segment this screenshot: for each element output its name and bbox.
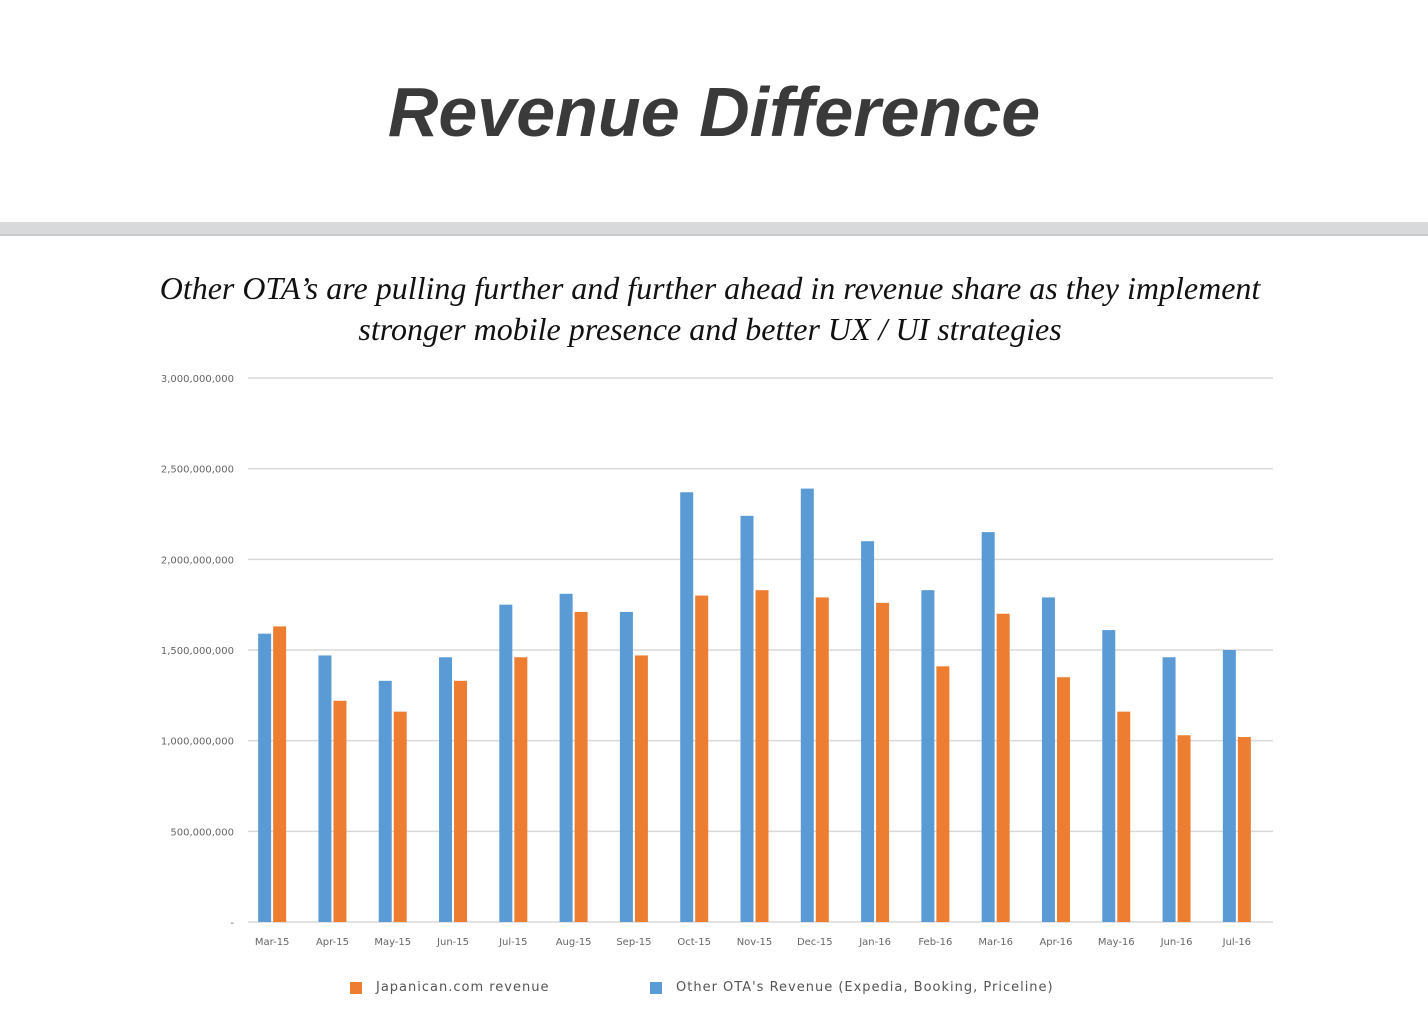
bar-other-ota — [258, 633, 272, 922]
bar-other-ota — [740, 515, 754, 922]
y-tick-label: 3,000,000,000 — [161, 374, 234, 385]
x-tick-label: Aug-15 — [556, 937, 592, 948]
y-tick-label: 1,000,000,000 — [161, 737, 234, 748]
bar-japanican — [1117, 711, 1131, 922]
bar-japanican — [695, 595, 709, 922]
bar-japanican — [333, 700, 347, 922]
bar-japanican — [454, 680, 468, 922]
bar-other-ota — [559, 593, 573, 922]
y-tick-label: 2,000,000,000 — [161, 555, 234, 566]
bar-other-ota — [1162, 657, 1176, 922]
x-tick-label: Jan-16 — [858, 937, 891, 948]
bar-other-ota — [439, 657, 453, 922]
x-axis-ticks: Mar-15 Apr-15 May-15 Jun-15 Jul-15 Aug-15 Sep-… — [255, 937, 1251, 948]
bar-other-ota — [800, 488, 814, 922]
bar-japanican — [574, 611, 588, 922]
bar-japanican — [996, 613, 1010, 922]
y-tick-label: 1,500,000,000 — [161, 646, 234, 657]
bar-japanican — [393, 711, 407, 922]
y-tick-label: 2,500,000,000 — [161, 465, 234, 476]
y-tick-label: 500,000,000 — [170, 827, 234, 838]
x-tick-label: Mar-15 — [255, 937, 290, 948]
x-tick-label: Oct-15 — [677, 937, 711, 948]
bar-other-ota — [1222, 650, 1236, 922]
bars — [258, 488, 1251, 922]
x-tick-label: Sep-15 — [616, 937, 651, 948]
x-tick-label: Apr-15 — [316, 937, 349, 948]
x-tick-label: Mar-16 — [978, 937, 1013, 948]
x-tick-label: Jun-16 — [1160, 937, 1193, 948]
bar-japanican — [514, 657, 528, 922]
bar-other-ota — [378, 680, 392, 922]
bar-other-ota — [861, 541, 875, 922]
legend-label-other-ota: Other OTA's Revenue (Expedia, Booking, P… — [676, 980, 1054, 995]
bar-japanican — [273, 626, 287, 922]
bar-other-ota — [499, 604, 513, 922]
bar-other-ota — [1041, 597, 1055, 922]
x-tick-label: Jul-15 — [498, 937, 527, 948]
bar-japanican — [1056, 677, 1070, 922]
bar-other-ota — [981, 532, 995, 922]
legend-swatch-japanican — [350, 981, 362, 994]
y-axis-ticks: - 500,000,000 1,000,000,000 1,500,000,000 2,… — [161, 374, 235, 929]
bar-japanican — [1177, 735, 1191, 922]
legend-label-japanican: Japanican.com revenue — [376, 980, 550, 995]
x-tick-label: May-16 — [1098, 937, 1135, 948]
slide-subtitle: Other OTA’s are pulling further and furt… — [60, 268, 1360, 350]
bar-japanican — [815, 597, 829, 922]
legend-swatch-other-ota — [650, 981, 662, 994]
subtitle-line-1: Other OTA’s are pulling further and furt… — [159, 270, 1261, 306]
x-tick-label: Dec-15 — [797, 937, 833, 948]
bar-japanican — [755, 590, 769, 922]
slide-title: Revenue Difference — [387, 73, 1041, 151]
title-divider — [0, 222, 1428, 236]
bar-other-ota — [318, 655, 332, 922]
bar-japanican — [1237, 737, 1251, 922]
bar-japanican — [936, 666, 950, 922]
x-tick-label: May-15 — [374, 937, 411, 948]
bar-japanican — [634, 655, 648, 922]
bar-other-ota — [680, 492, 694, 922]
revenue-bar-chart: - 500,000,000 1,000,000,000 1,500,000,000 2,… — [161, 374, 1273, 948]
bar-japanican — [876, 602, 890, 922]
bar-other-ota — [619, 611, 633, 922]
x-tick-label: Nov-15 — [737, 937, 773, 948]
y-tick-label: - — [230, 918, 234, 929]
legend-item-other-ota: Other OTA's Revenue (Expedia, Booking, P… — [650, 980, 1054, 1002]
bar-other-ota — [921, 590, 935, 922]
legend-item-japanican: Japanican.com revenue — [350, 980, 549, 1002]
x-tick-label: Apr-16 — [1039, 937, 1072, 948]
x-tick-label: Feb-16 — [918, 937, 952, 948]
x-tick-label: Jul-16 — [1222, 937, 1251, 948]
bar-other-ota — [1102, 630, 1116, 922]
x-tick-label: Jun-15 — [436, 937, 469, 948]
subtitle-line-2: stronger mobile presence and better UX /… — [358, 311, 1062, 347]
